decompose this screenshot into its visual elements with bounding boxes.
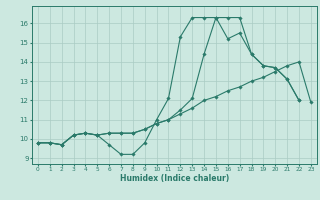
X-axis label: Humidex (Indice chaleur): Humidex (Indice chaleur) bbox=[120, 174, 229, 183]
